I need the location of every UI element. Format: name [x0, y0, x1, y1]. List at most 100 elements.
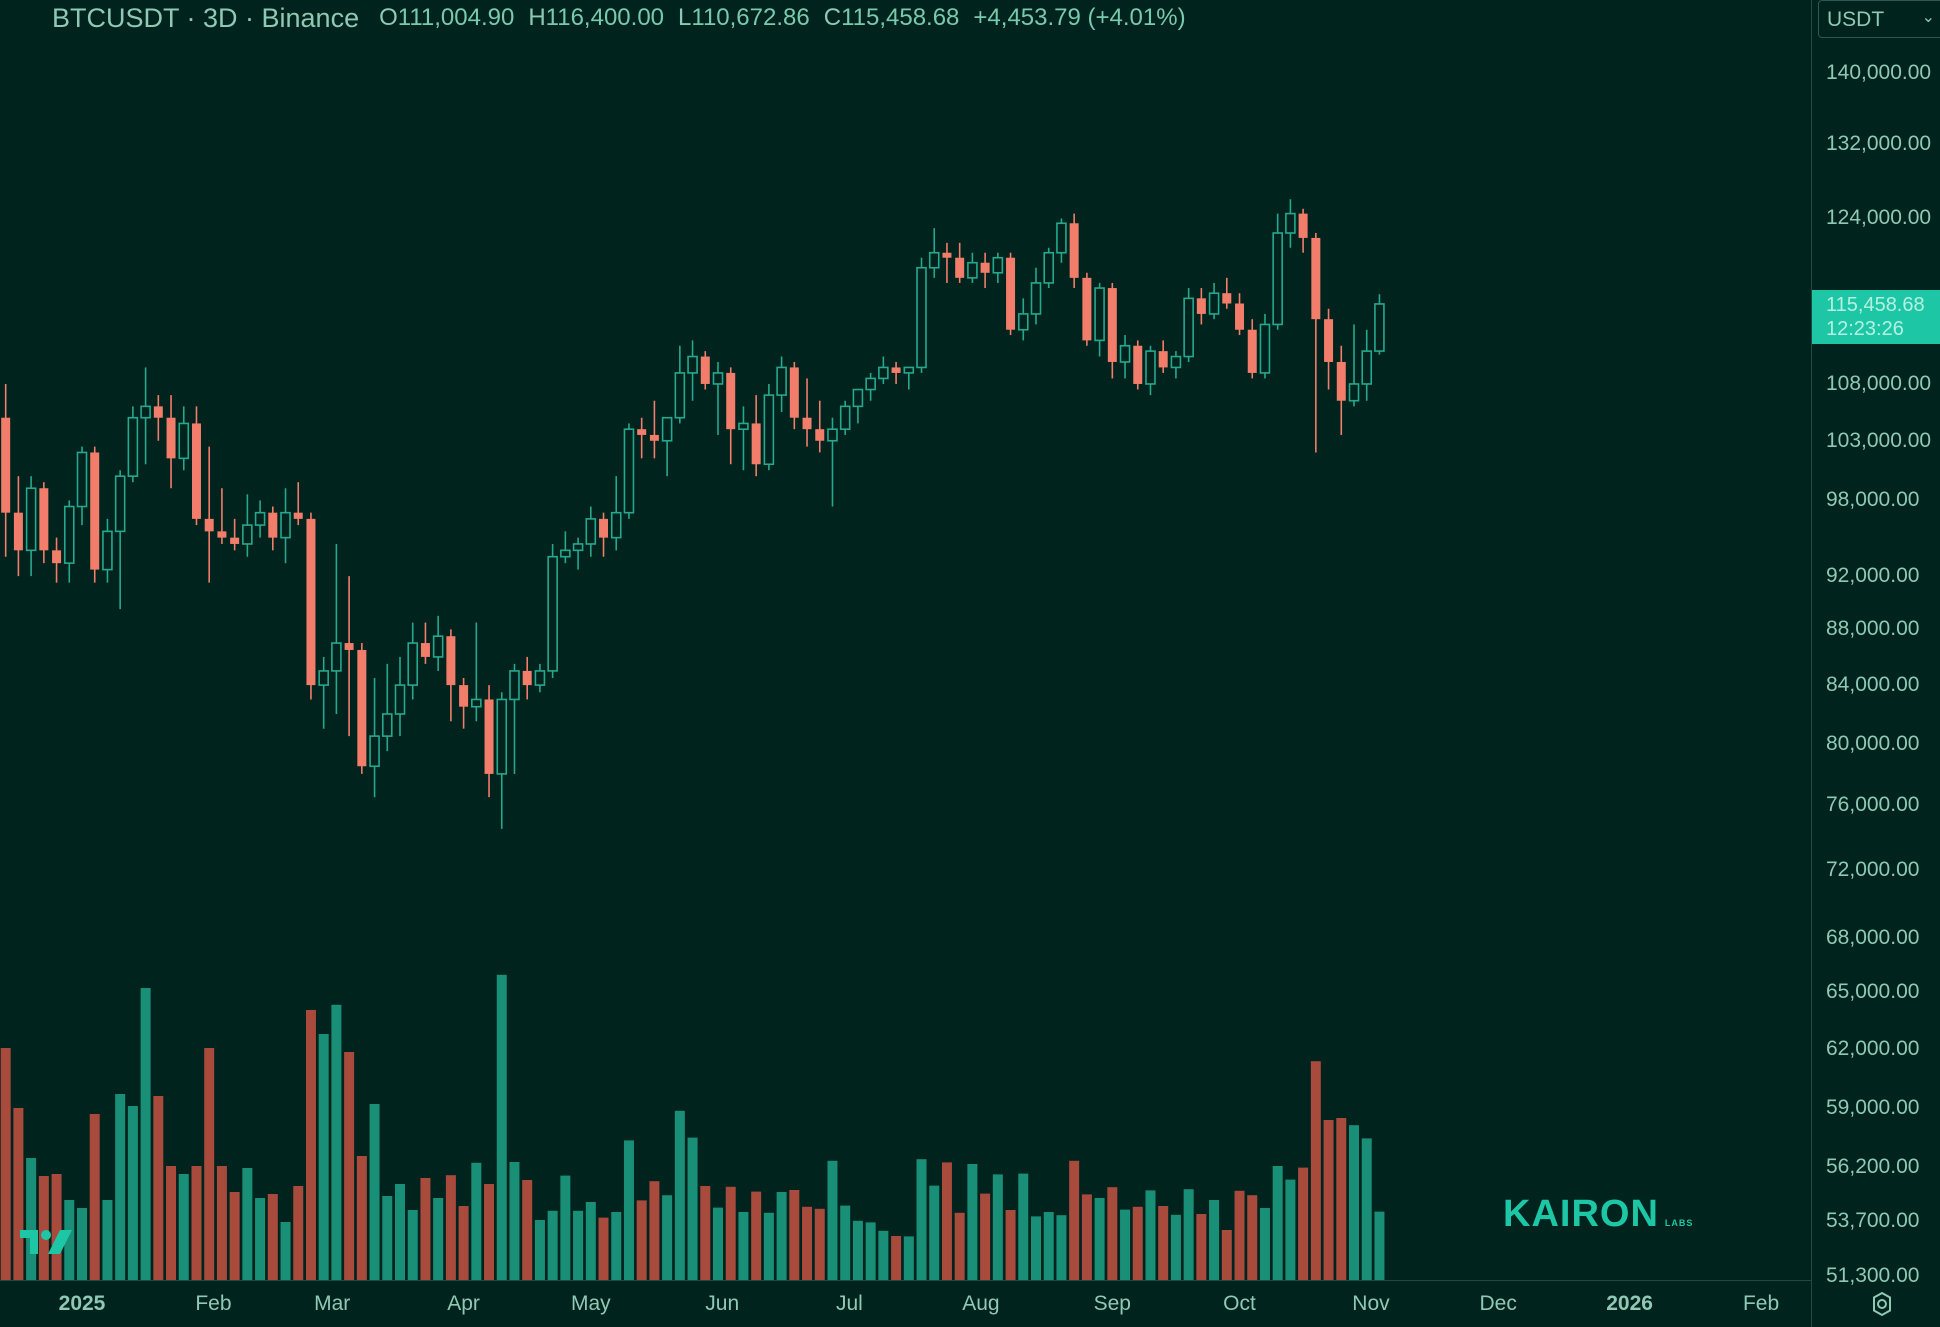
candle-body[interactable]	[306, 518, 316, 686]
currency-dropdown[interactable]: USDT ⌄	[1818, 0, 1940, 38]
price-axis[interactable]: 140,000.00 132,000.00 124,000.00 108,000.00…	[1811, 0, 1940, 1327]
candle-body[interactable]	[738, 422, 749, 430]
candle-body[interactable]	[955, 257, 965, 278]
candle-body[interactable]	[1235, 303, 1245, 330]
candle-body[interactable]	[560, 549, 571, 558]
candle-body[interactable]	[1094, 287, 1105, 342]
candle-body[interactable]	[700, 356, 710, 384]
candle-body[interactable]	[623, 428, 635, 514]
candle-body[interactable]	[114, 475, 126, 533]
candle-body[interactable]	[496, 698, 508, 775]
candle-body[interactable]	[967, 261, 978, 279]
candle-body[interactable]	[547, 555, 558, 672]
candle-body[interactable]	[802, 417, 812, 430]
candle-body[interactable]	[1324, 319, 1334, 362]
candle-body[interactable]	[1361, 350, 1373, 385]
candle-body[interactable]	[280, 511, 291, 539]
candle-body[interactable]	[204, 518, 214, 532]
candle-body[interactable]	[407, 642, 419, 686]
candle-body[interactable]	[268, 512, 278, 538]
candle-body[interactable]	[13, 512, 23, 551]
price-chart[interactable]	[0, 0, 1811, 1327]
candle-body[interactable]	[815, 429, 825, 441]
candle-body[interactable]	[878, 366, 889, 380]
candle-body[interactable]	[357, 649, 367, 767]
candle-body[interactable]	[839, 405, 851, 430]
candle-body[interactable]	[827, 428, 838, 442]
candle-body[interactable]	[432, 635, 444, 658]
candle-body[interactable]	[459, 685, 469, 707]
candle-body[interactable]	[610, 511, 622, 539]
candle-body[interactable]	[242, 524, 253, 545]
candle-body[interactable]	[1043, 251, 1055, 284]
candle-body[interactable]	[1336, 361, 1346, 401]
candle-body[interactable]	[420, 643, 430, 657]
candle-body[interactable]	[102, 530, 113, 571]
candle-body[interactable]	[916, 266, 927, 369]
candle-body[interactable]	[1, 417, 11, 513]
candle-body[interactable]	[599, 518, 609, 538]
candle-body[interactable]	[1107, 288, 1117, 362]
candle-body[interactable]	[381, 713, 393, 737]
candle-body[interactable]	[191, 423, 201, 519]
candle-body[interactable]	[1145, 350, 1156, 385]
candle-body[interactable]	[52, 550, 62, 564]
candle-body[interactable]	[1158, 351, 1168, 368]
candle-body[interactable]	[687, 355, 698, 374]
candle-body[interactable]	[25, 487, 37, 552]
candle-body[interactable]	[712, 372, 724, 385]
candle-body[interactable]	[891, 367, 901, 373]
candle-body[interactable]	[153, 406, 163, 418]
candle-body[interactable]	[76, 451, 88, 508]
candle-body[interactable]	[763, 394, 775, 466]
candle-body[interactable]	[585, 518, 597, 545]
candle-body[interactable]	[1259, 323, 1271, 374]
tradingview-logo-icon[interactable]	[18, 1226, 74, 1258]
candle-body[interactable]	[1311, 237, 1321, 320]
candle-body[interactable]	[471, 698, 482, 708]
candle-body[interactable]	[1069, 223, 1079, 278]
candle-body[interactable]	[39, 488, 49, 551]
candle-body[interactable]	[1247, 329, 1257, 373]
candle-body[interactable]	[446, 636, 456, 686]
symbol-title[interactable]: BTCUSDT · 3D · Binance	[52, 2, 360, 33]
candle-body[interactable]	[1082, 277, 1092, 341]
candle-body[interactable]	[509, 670, 520, 701]
candle-body[interactable]	[980, 262, 990, 273]
candle-body[interactable]	[1030, 282, 1042, 315]
candle-body[interactable]	[1006, 257, 1016, 330]
candle-body[interactable]	[293, 512, 303, 519]
settings-gear-icon[interactable]	[1868, 1290, 1896, 1318]
candle-body[interactable]	[1170, 355, 1182, 369]
candle-body[interactable]	[369, 735, 380, 768]
candle-body[interactable]	[166, 417, 176, 459]
candle-body[interactable]	[318, 670, 329, 686]
candle-body[interactable]	[852, 388, 864, 408]
candle-body[interactable]	[1374, 303, 1385, 352]
candle-body[interactable]	[1183, 297, 1194, 358]
candle-body[interactable]	[865, 377, 876, 391]
candle-body[interactable]	[1272, 232, 1283, 326]
candle-body[interactable]	[903, 366, 915, 374]
candle-body[interactable]	[63, 505, 75, 564]
candle-body[interactable]	[394, 684, 406, 715]
candle-body[interactable]	[331, 642, 342, 672]
candle-body[interactable]	[1196, 298, 1206, 314]
candle-body[interactable]	[1208, 292, 1220, 315]
candle-body[interactable]	[1056, 222, 1067, 254]
candle-body[interactable]	[751, 423, 761, 465]
candle-body[interactable]	[726, 372, 736, 430]
candle-body[interactable]	[534, 670, 546, 686]
candle-body[interactable]	[1119, 344, 1131, 363]
candle-body[interactable]	[254, 511, 266, 526]
candle-body[interactable]	[127, 416, 139, 477]
candle-body[interactable]	[649, 434, 659, 441]
candle-body[interactable]	[776, 366, 787, 396]
candle-body[interactable]	[928, 251, 940, 269]
candle-body[interactable]	[942, 252, 952, 258]
candle-body[interactable]	[1285, 212, 1296, 234]
candle-body[interactable]	[178, 422, 190, 460]
candle-body[interactable]	[1348, 383, 1360, 402]
candle-body[interactable]	[1298, 213, 1308, 238]
candle-body[interactable]	[230, 537, 240, 544]
